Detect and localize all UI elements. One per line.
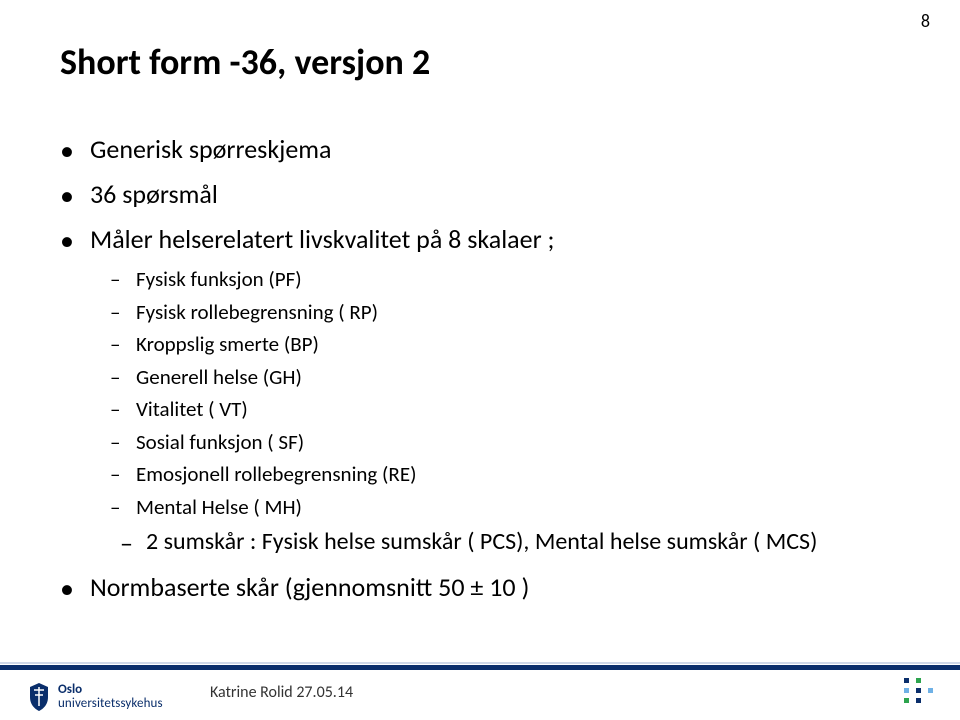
bullet-item: 36 spørsmål <box>60 175 900 214</box>
sub-bullet-item: Emosjonell rollebegrensning (RE) <box>110 458 900 491</box>
sub-bullet-list: Fysisk funksjon (PF) Fysisk rollebegrens… <box>90 263 900 523</box>
sub-bullet-item: Kroppslig smerte (BP) <box>110 328 900 361</box>
bullet-item: Normbaserte skår (gjennomsnitt 50 ± 10 ) <box>60 568 900 607</box>
sub-bullet-item: Fysisk rollebegrensning ( RP) <box>110 296 900 329</box>
footer-bar-light <box>0 662 960 664</box>
sub2-bullet-list: 2 sumskår : Fysisk helse sumskår ( PCS),… <box>90 523 900 561</box>
logo-shield-icon <box>28 682 50 712</box>
sub-bullet-item: Fysisk funksjon (PF) <box>110 263 900 296</box>
footer-dots-icon <box>904 678 934 706</box>
footer-divider <box>0 650 960 670</box>
org-line2: universitetssykehus <box>58 697 163 711</box>
sub-bullet-item: Sosial funksjon ( SF) <box>110 426 900 459</box>
bullet-item: Generisk spørreskjema <box>60 130 900 169</box>
sub2-bullet-item: 2 sumskår : Fysisk helse sumskår ( PCS),… <box>120 523 900 561</box>
page-number: 8 <box>921 10 930 32</box>
slide-body: Generisk spørreskjema 36 spørsmål Måler … <box>60 130 900 613</box>
footer-bar-navy <box>0 665 960 670</box>
footer-note: Katrine Rolid 27.05.14 <box>210 683 353 702</box>
org-logo: Oslo universitetssykehus <box>28 682 163 712</box>
org-name: Oslo universitetssykehus <box>58 683 163 710</box>
sub-bullet-item: Mental Helse ( MH) <box>110 491 900 524</box>
bullet-item: Måler helserelatert livskvalitet på 8 sk… <box>60 220 900 562</box>
slide-title: Short form -36, versjon 2 <box>60 40 430 84</box>
slide: { "page_number": "8", "title": "Short fo… <box>0 0 960 720</box>
sub-bullet-item: Generell helse (GH) <box>110 361 900 394</box>
org-line1: Oslo <box>58 683 163 697</box>
bullet-text: Måler helserelatert livskvalitet på 8 sk… <box>90 223 554 255</box>
sub-bullet-item: Vitalitet ( VT) <box>110 393 900 426</box>
bullet-list: Generisk spørreskjema 36 spørsmål Måler … <box>60 130 900 607</box>
